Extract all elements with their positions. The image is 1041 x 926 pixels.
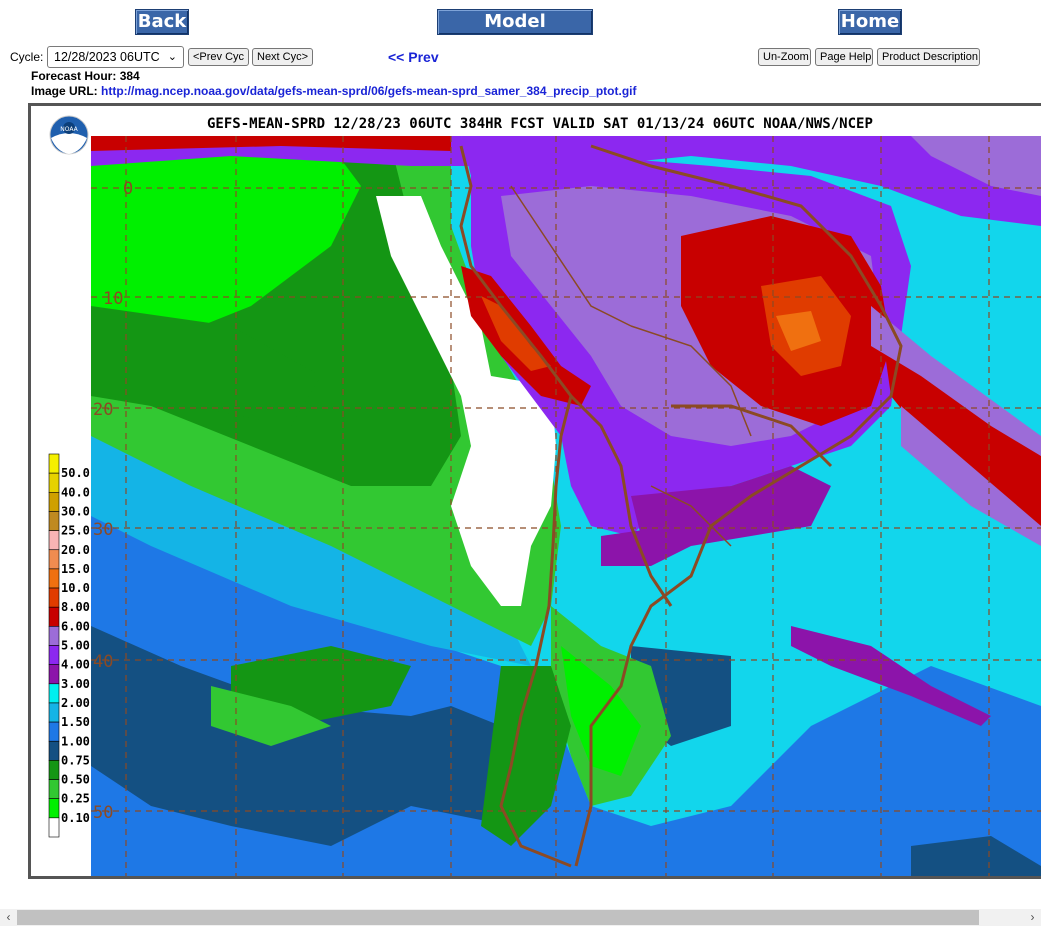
legend-swatch bbox=[48, 798, 60, 819]
scroll-thumb[interactable] bbox=[17, 910, 979, 925]
horizontal-scrollbar[interactable]: ‹ › bbox=[0, 909, 1041, 926]
legend-swatch bbox=[48, 472, 60, 493]
legend-swatch bbox=[48, 626, 60, 646]
product-description-button[interactable]: Product Description bbox=[877, 48, 980, 66]
page-help-button[interactable]: Page Help bbox=[815, 48, 873, 66]
scroll-right-icon[interactable]: › bbox=[1030, 910, 1035, 924]
precip-legend: 50.0 40.0 30.0 25.0 20.0 15.0 10.0 8.00 6.00 5.00… bbox=[48, 453, 90, 838]
legend-swatch bbox=[48, 568, 60, 589]
legend-swatch bbox=[48, 587, 60, 608]
home-button[interactable]: Home bbox=[838, 9, 902, 35]
legend-label: 50.0 bbox=[61, 466, 90, 480]
image-url: Image URL: http://mag.ncep.noaa.gov/data… bbox=[31, 84, 637, 98]
legend-label: 0.75 bbox=[61, 753, 90, 767]
cycle-label: Cycle: bbox=[10, 50, 44, 64]
image-url-link[interactable]: http://mag.ncep.noaa.gov/data/gefs-mean-… bbox=[101, 84, 637, 98]
back-button[interactable]: Back bbox=[135, 9, 189, 35]
legend-label: 0.50 bbox=[61, 773, 90, 787]
legend-label: 5.00 bbox=[61, 639, 90, 653]
forecast-hour-value: 384 bbox=[119, 69, 140, 83]
map-title: GEFS-MEAN-SPRD 12/28/23 06UTC 384HR FCST… bbox=[207, 116, 873, 132]
legend-label: 8.00 bbox=[61, 600, 90, 614]
unzoom-button[interactable]: Un-Zoom bbox=[758, 48, 811, 66]
legend-swatch bbox=[48, 683, 60, 704]
legend-swatch bbox=[48, 721, 60, 742]
prev-cycle-button[interactable]: <Prev Cyc bbox=[188, 48, 249, 66]
legend-label: 4.00 bbox=[61, 658, 90, 672]
noaa-logo: NOAA bbox=[49, 115, 89, 155]
legend-label: 25.0 bbox=[61, 524, 90, 538]
legend-label: 20.0 bbox=[61, 543, 90, 557]
legend-label: 0.10 bbox=[61, 811, 90, 825]
chevron-down-icon: ⌄ bbox=[167, 51, 177, 63]
legend-swatch bbox=[48, 760, 60, 780]
legend-label: 6.00 bbox=[61, 619, 90, 633]
forecast-hour-label: Forecast Hour: bbox=[31, 69, 117, 83]
legend-label: 1.50 bbox=[61, 715, 90, 729]
lat-label-40: 40 bbox=[93, 652, 113, 672]
legend-swatch bbox=[48, 740, 60, 761]
lat-label-50: 50 bbox=[93, 803, 113, 823]
legend-label: 1.00 bbox=[61, 734, 90, 748]
forecast-hour: Forecast Hour: 384 bbox=[31, 69, 140, 83]
legend-label: 3.00 bbox=[61, 677, 90, 691]
legend-label: 2.00 bbox=[61, 696, 90, 710]
legend-swatch bbox=[48, 664, 60, 685]
forecast-map[interactable]: GEFS-MEAN-SPRD 12/28/23 06UTC 384HR FCST… bbox=[28, 103, 1041, 879]
legend-label: 15.0 bbox=[61, 562, 90, 576]
model-guidance-button[interactable]: Model Guidance bbox=[437, 9, 593, 56]
legend-label: 30.0 bbox=[61, 504, 90, 518]
legend-label: 0.25 bbox=[61, 792, 90, 806]
legend-swatch bbox=[48, 702, 60, 723]
legend-swatch bbox=[48, 645, 60, 665]
legend-swatch bbox=[48, 549, 60, 570]
legend-swatch bbox=[48, 491, 60, 512]
lat-label-10: 10 bbox=[103, 289, 123, 309]
legend-swatch bbox=[48, 511, 60, 531]
legend-swatch bbox=[48, 453, 60, 474]
legend-swatch bbox=[48, 817, 60, 838]
prev-link[interactable]: << Prev bbox=[388, 49, 439, 65]
legend-swatch bbox=[48, 779, 60, 799]
noaa-logo-text: NOAA bbox=[60, 126, 78, 133]
lat-label-30: 30 bbox=[93, 520, 113, 540]
lat-label-0: 0 bbox=[123, 179, 133, 199]
legend-label: 40.0 bbox=[61, 485, 90, 499]
legend-label: 10.0 bbox=[61, 581, 90, 595]
cycle-select[interactable]: 12/28/2023 06UTC ⌄ bbox=[47, 46, 184, 68]
image-url-label: Image URL: bbox=[31, 84, 98, 98]
legend-swatch bbox=[48, 530, 60, 551]
next-cycle-button[interactable]: Next Cyc> bbox=[252, 48, 313, 66]
cycle-selected-value: 12/28/2023 06UTC bbox=[54, 50, 160, 64]
lat-label-20: 20 bbox=[93, 400, 113, 420]
legend-swatch bbox=[48, 606, 60, 627]
scroll-left-icon[interactable]: ‹ bbox=[6, 910, 11, 924]
